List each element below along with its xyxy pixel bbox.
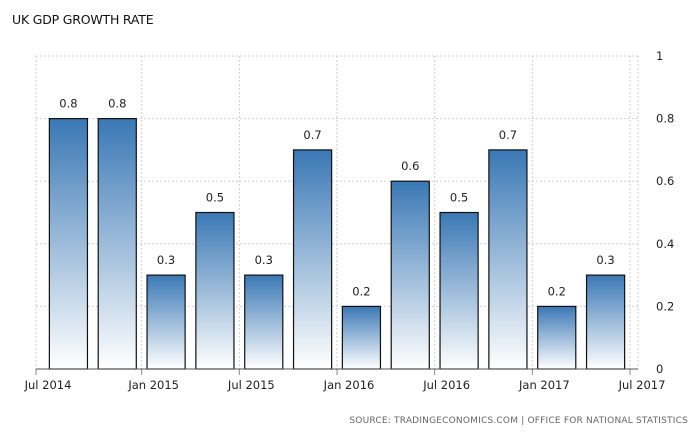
bar — [48, 117, 89, 370]
bar — [390, 180, 430, 370]
bar-value-label: 0.8 — [59, 97, 77, 111]
y-tick-label: 0.4 — [656, 237, 674, 251]
bar-value-label: 0.2 — [548, 284, 566, 298]
x-tick-label: Jul 2017 — [618, 378, 666, 392]
x-tick-label: Jan 2015 — [127, 378, 179, 392]
bar — [146, 274, 186, 370]
bar — [195, 211, 235, 370]
x-tick-label: Jan 2016 — [323, 378, 375, 392]
bar-value-label: 0.7 — [303, 128, 321, 142]
bar — [292, 149, 333, 370]
bar-value-label: 0.5 — [450, 191, 468, 205]
bar — [439, 211, 479, 370]
bar — [585, 274, 626, 370]
bar-value-label: 0.2 — [352, 284, 370, 298]
y-tick-label: 1 — [656, 49, 663, 63]
x-tick-label: Jan 2017 — [518, 378, 570, 392]
y-tick-label: 0.8 — [656, 112, 674, 126]
bar — [341, 305, 382, 370]
bar — [244, 274, 284, 370]
y-tick-label: 0.2 — [656, 299, 674, 313]
data-labels: 0.8 0.8 0.3 0.5 0.3 0.7 0.2 0.6 0.5 0.7 0.2 0.3 — [59, 97, 614, 299]
grid-lines — [35, 55, 639, 369]
axes: 0 0.2 0.4 0.6 0.8 1 Jul 2014 Jan 2015 Jul 2015 Ja… — [24, 49, 675, 392]
bar-value-label: 0.5 — [206, 191, 224, 205]
x-tick-label: Jul 2016 — [422, 378, 470, 392]
x-tick-label: Jul 2014 — [24, 378, 72, 392]
bar — [537, 305, 577, 370]
bar-value-label: 0.8 — [108, 97, 126, 111]
bar-value-label: 0.6 — [401, 159, 419, 173]
y-tick-label: 0.6 — [656, 174, 674, 188]
x-tick-label: Jul 2015 — [227, 378, 275, 392]
bar-value-label: 0.7 — [499, 128, 517, 142]
chart-source: SOURCE: TRADINGECONOMICS.COM | OFFICE FO… — [349, 416, 688, 426]
bar-value-label: 0.3 — [596, 253, 614, 267]
bar — [488, 149, 528, 370]
bar — [97, 117, 137, 370]
y-tick-label: 0 — [656, 362, 663, 376]
bars — [48, 117, 626, 370]
bar-value-label: 0.3 — [255, 253, 273, 267]
bar-value-label: 0.3 — [157, 253, 175, 267]
chart-title: UK GDP GROWTH RATE — [12, 12, 154, 27]
